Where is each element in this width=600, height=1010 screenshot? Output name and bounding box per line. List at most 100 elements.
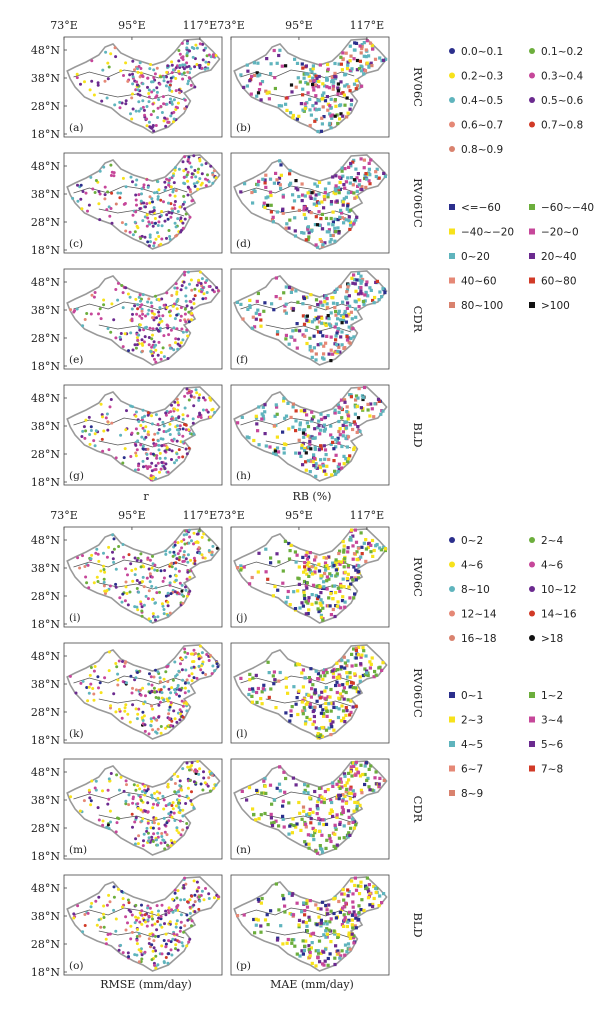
station-marker	[267, 97, 271, 101]
station-marker	[307, 842, 311, 846]
station-marker	[174, 337, 178, 341]
station-marker	[156, 231, 159, 235]
station-marker	[277, 824, 281, 828]
station-marker	[264, 570, 268, 574]
station-marker	[183, 924, 187, 928]
station-marker	[193, 184, 197, 188]
station-marker	[168, 88, 172, 92]
lat-tick-label: 48°N	[31, 392, 60, 405]
station-marker	[274, 882, 278, 886]
station-marker	[159, 917, 163, 921]
station-marker	[352, 57, 356, 61]
station-marker	[205, 653, 209, 656]
station-marker	[363, 673, 367, 677]
station-marker	[269, 203, 273, 207]
station-marker	[343, 400, 347, 404]
station-marker	[370, 64, 374, 68]
station-marker	[178, 808, 182, 812]
station-marker	[332, 447, 336, 451]
station-marker	[164, 462, 168, 466]
station-marker	[162, 608, 166, 611]
station-marker	[90, 779, 94, 783]
station-marker	[110, 302, 114, 306]
station-marker	[127, 793, 131, 797]
station-marker	[140, 819, 144, 823]
station-marker	[312, 464, 316, 468]
station-marker	[266, 577, 270, 581]
station-marker	[89, 905, 93, 909]
station-marker	[316, 607, 320, 611]
station-marker	[359, 555, 363, 559]
station-marker	[152, 244, 156, 248]
station-marker	[288, 824, 292, 828]
station-marker	[181, 338, 185, 342]
station-marker	[183, 691, 187, 695]
station-marker	[305, 413, 309, 417]
station-marker	[177, 88, 181, 92]
station-marker	[166, 604, 170, 608]
station-marker	[347, 283, 351, 287]
station-marker	[301, 463, 305, 467]
station-marker	[333, 896, 337, 900]
station-marker	[314, 243, 318, 247]
station-marker	[324, 294, 328, 298]
station-marker	[328, 604, 332, 608]
lat-tick-label: 18°N	[31, 244, 60, 257]
station-marker	[179, 216, 183, 220]
station-marker	[241, 317, 245, 321]
station-marker	[344, 424, 348, 428]
station-marker	[341, 793, 345, 797]
station-marker	[312, 318, 316, 322]
station-marker	[114, 929, 118, 933]
station-marker	[151, 80, 155, 84]
station-marker	[309, 833, 313, 837]
station-marker	[325, 230, 329, 234]
station-marker	[310, 410, 314, 414]
station-marker	[340, 68, 344, 72]
station-marker	[345, 405, 349, 409]
station-marker	[324, 947, 328, 951]
station-marker	[297, 582, 301, 586]
station-marker	[357, 271, 361, 275]
station-marker	[182, 169, 186, 173]
station-marker	[265, 913, 269, 917]
station-marker	[308, 439, 312, 444]
station-marker	[287, 342, 291, 346]
station-marker	[202, 770, 205, 774]
station-marker	[170, 449, 174, 453]
station-marker	[302, 435, 306, 439]
station-marker	[344, 901, 348, 905]
station-marker	[171, 801, 175, 805]
station-marker	[314, 462, 318, 466]
station-marker	[346, 833, 350, 837]
station-marker	[149, 723, 153, 727]
station-marker	[322, 91, 326, 95]
station-marker	[350, 276, 354, 280]
legend-swatch	[529, 716, 535, 723]
station-marker	[354, 773, 358, 777]
station-marker	[143, 113, 147, 117]
map-panel: (p)	[230, 874, 390, 976]
station-marker	[119, 775, 123, 779]
station-marker	[189, 799, 193, 803]
station-marker	[172, 709, 176, 713]
station-marker	[140, 338, 144, 342]
station-marker	[161, 794, 165, 798]
station-marker	[313, 83, 317, 87]
station-marker	[262, 791, 266, 795]
station-marker	[354, 926, 358, 930]
station-marker	[383, 291, 387, 295]
station-marker	[344, 72, 348, 76]
station-marker	[141, 408, 145, 412]
station-marker	[169, 97, 172, 101]
station-marker	[340, 695, 344, 699]
station-marker	[322, 580, 326, 584]
station-marker	[323, 789, 327, 794]
station-marker	[180, 284, 184, 288]
station-marker	[144, 435, 148, 439]
station-marker	[338, 956, 342, 960]
station-marker	[334, 230, 338, 234]
station-marker	[378, 894, 382, 898]
station-marker	[119, 943, 123, 947]
station-marker	[366, 402, 370, 406]
